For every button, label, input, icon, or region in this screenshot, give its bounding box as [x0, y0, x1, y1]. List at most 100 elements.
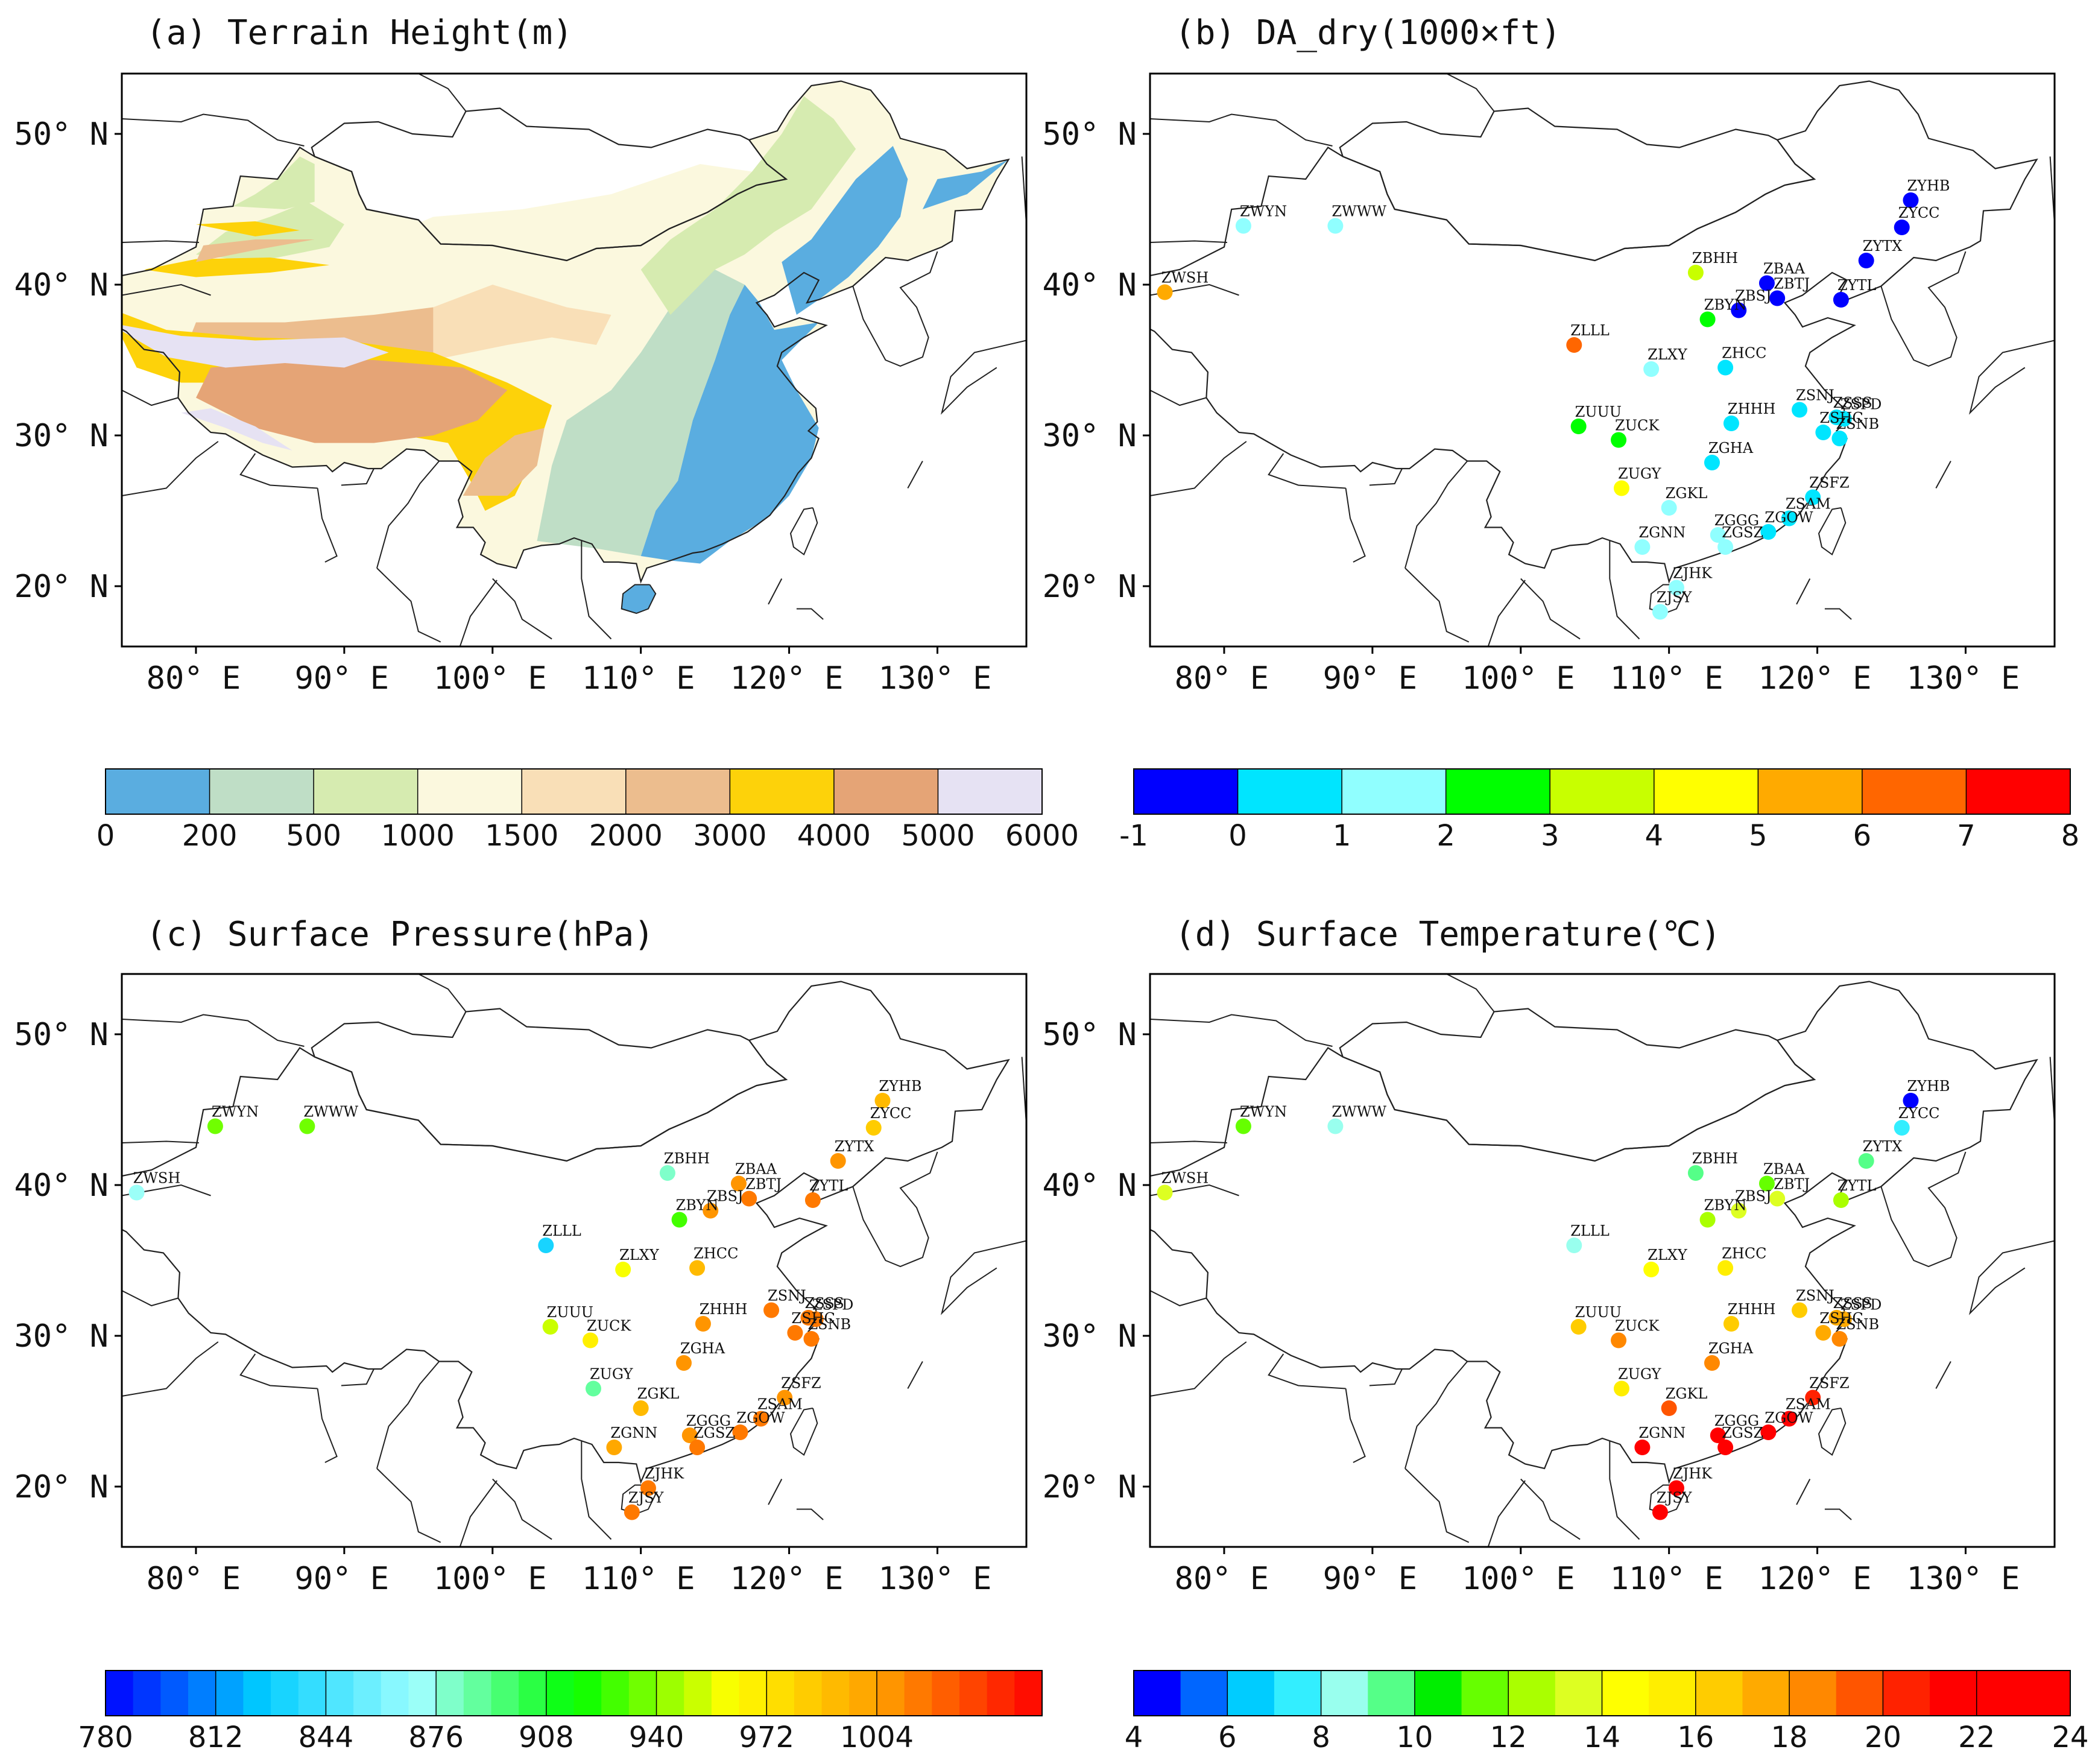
station-marker-zyhb — [1903, 192, 1919, 208]
lat-tick-label: 40° N — [1042, 1168, 1137, 1204]
colorbar-temperature-swatch — [1274, 1671, 1322, 1716]
colorbar-temperature-label: 22 — [1958, 1721, 1995, 1754]
station-marker-zlll — [1566, 1238, 1582, 1253]
station-marker-zgha — [1704, 455, 1720, 470]
colorbar-temperature-swatch — [1695, 1671, 1743, 1716]
colorbar-terrain-label: 6000 — [1005, 819, 1079, 853]
station-label-zgsz: ZGSZ — [1722, 524, 1763, 541]
colorbar-temperature-label: 14 — [1584, 1721, 1620, 1754]
station-marker-zhcc — [689, 1260, 706, 1276]
station-label-zbhh: ZBHH — [664, 1150, 710, 1167]
station-marker-zycc — [1894, 220, 1910, 235]
station-label-zyhb: ZYHB — [879, 1078, 921, 1095]
map-panel-a: 80° E 90° E 100° E 110° E 120° E 130° E 50° N 4… — [14, 72, 1028, 697]
terrain-region-8 — [233, 156, 315, 209]
station-marker-zbtj — [1769, 290, 1786, 306]
station-label-zbsj: ZBSJ — [707, 1188, 743, 1205]
colorbar-pressure-swatch — [932, 1671, 960, 1716]
station-marker-zsnj — [763, 1302, 780, 1318]
colorbar-pressure-swatch — [573, 1671, 602, 1716]
station-label-zytl: ZYTL — [1837, 277, 1877, 294]
map-frame — [1149, 72, 2056, 648]
lon-tick-label: 110° E — [582, 1561, 695, 1597]
station-marker-zgsz — [1717, 539, 1734, 555]
country-border-5 — [1369, 468, 1403, 486]
colorbar-da-label: 4 — [1645, 819, 1664, 853]
colorbar-temperature-swatch — [1789, 1671, 1837, 1716]
colorbar-da-label: 5 — [1749, 819, 1768, 853]
station-marker-zshc — [787, 1325, 803, 1341]
colorbar-pressure-swatch — [987, 1671, 1015, 1716]
station-marker-zhhh — [1723, 416, 1739, 431]
colorbar-terrain-label: 5000 — [901, 819, 975, 853]
station-marker-zytx — [1858, 253, 1874, 268]
station-label-zbhh: ZBHH — [1692, 1150, 1738, 1167]
country-border-4 — [239, 453, 318, 489]
colorbar-pressure-swatch — [491, 1671, 519, 1716]
station-label-zbhh: ZBHH — [1692, 250, 1738, 267]
colorbar-terrain-swatch — [625, 769, 730, 814]
country-border-8 — [376, 567, 441, 643]
station-label-zuck: ZUCK — [587, 1318, 631, 1335]
station-marker-zwsh — [1157, 1184, 1173, 1201]
colorbar-pressure-swatch — [463, 1671, 492, 1716]
station-label-zgkl: ZGKL — [1666, 485, 1708, 502]
station-marker-zsnb — [803, 1331, 820, 1347]
colorbar-pressure-swatch — [656, 1671, 684, 1716]
station-marker-zwyn — [1235, 218, 1251, 234]
colorbar-temperature-label: 4 — [1125, 1721, 1143, 1754]
station-label-zwww: ZWWW — [1332, 1104, 1386, 1121]
coastline-5 — [796, 608, 824, 620]
country-border-6 — [317, 488, 338, 563]
coastline-3 — [789, 1408, 818, 1456]
station-marker-zwyn — [207, 1118, 223, 1134]
colorbar-da-label: 2 — [1436, 819, 1455, 853]
station-label-zuck: ZUCK — [1615, 1318, 1660, 1335]
station-label-zjsy: ZJSY — [1657, 1490, 1693, 1506]
station-label-zlxy: ZLXY — [1648, 1247, 1688, 1263]
coastline-3 — [789, 507, 818, 556]
lat-tick-label: 30° N — [14, 1318, 109, 1355]
lon-tick-label: 90° E — [295, 660, 390, 697]
coastline-6 — [768, 1479, 783, 1505]
colorbar-da-label: 7 — [1957, 819, 1976, 853]
colorbar-pressure: 780 812 844 876 908 940 972 1004 — [78, 1670, 1043, 1754]
station-marker-zbaa — [1758, 275, 1775, 291]
station-marker-zyhb — [874, 1093, 891, 1108]
colorbar-pressure-label: 908 — [519, 1721, 574, 1754]
colorbar-temperature-swatch — [1508, 1671, 1556, 1716]
station-label-zggg: ZGGG — [686, 1412, 731, 1429]
colorbar-pressure-swatch — [739, 1671, 767, 1716]
country-border-8 — [1404, 567, 1470, 643]
station-marker-zugy — [1613, 480, 1629, 496]
lon-tick-label: 80° E — [147, 660, 241, 697]
panel-a-title: (a) Terrain Height(m) — [146, 13, 573, 52]
station-marker-zbaa — [730, 1175, 747, 1192]
coastline-0 — [1880, 251, 1967, 367]
coastline-1 — [1968, 1240, 2055, 1315]
station-marker-zspd — [807, 1311, 824, 1327]
station-marker-zsnj — [1792, 1302, 1808, 1318]
colorbar-temperature-label: 24 — [2052, 1721, 2088, 1754]
lon-tick-label: 100° E — [434, 1561, 547, 1597]
station-label-zytl: ZYTL — [809, 1177, 848, 1194]
colorbar-temperature-swatch — [2023, 1671, 2071, 1716]
country-border-12 — [1150, 1221, 1151, 1260]
country-border-11 — [459, 580, 498, 646]
station-label-zsnb: ZSNB — [1836, 1316, 1879, 1333]
colorbar-pressure-swatch — [271, 1671, 299, 1716]
station-label-zgsz: ZGSZ — [694, 1424, 735, 1441]
colorbar-pressure-swatch — [711, 1671, 740, 1716]
station-label-zsnb: ZSNB — [1836, 416, 1879, 432]
station-marker-zgow — [732, 1424, 748, 1440]
colorbar-pressure-swatch — [243, 1671, 271, 1716]
colorbar-pressure-swatch — [519, 1671, 547, 1716]
station-marker-zjhk — [640, 1480, 656, 1496]
station-label-zgha: ZGHA — [1708, 440, 1754, 457]
station-label-zshc: ZSHC — [1819, 1310, 1863, 1327]
station-label-zsss: ZSSS — [805, 1295, 844, 1312]
station-label-zbaa: ZBAA — [1763, 1161, 1806, 1178]
station-label-zwww: ZWWW — [303, 1104, 358, 1121]
station-marker-zgnn — [606, 1440, 622, 1455]
lon-tick-label: 100° E — [1462, 1561, 1575, 1597]
